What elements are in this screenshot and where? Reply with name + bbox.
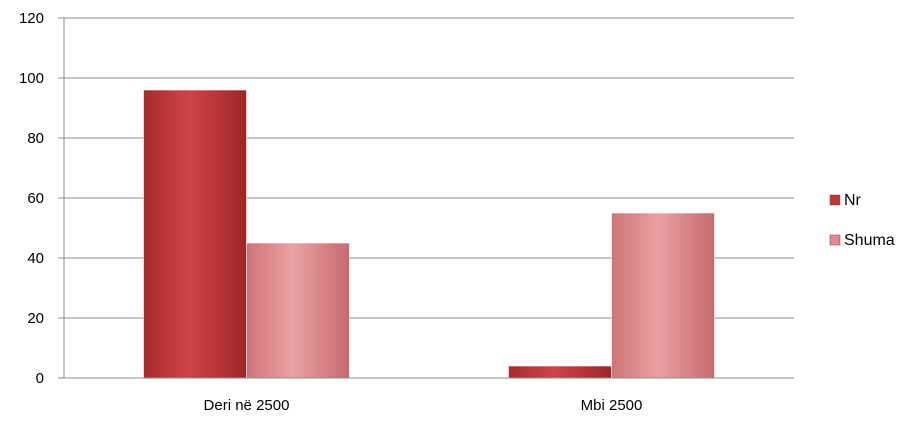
legend-label-shuma: Shuma bbox=[844, 232, 895, 249]
legend: Nr Shuma bbox=[829, 192, 895, 249]
y-tick-label: 40 bbox=[27, 250, 44, 267]
bar-shuma-1 bbox=[611, 212, 715, 379]
y-tick-label: 120 bbox=[19, 10, 44, 27]
bar-nr-1 bbox=[508, 365, 612, 379]
legend-label-nr: Nr bbox=[844, 192, 862, 209]
y-tick-label: 60 bbox=[27, 190, 44, 207]
y-tick-label: 80 bbox=[27, 130, 44, 147]
x-axis: Deri në 2500 Mbi 2500 bbox=[64, 377, 794, 414]
legend-swatch-nr bbox=[829, 194, 841, 206]
bar-nr-0 bbox=[143, 89, 247, 379]
bars bbox=[143, 89, 715, 379]
x-tick-label: Deri në 2500 bbox=[204, 397, 290, 414]
legend-swatch-shuma bbox=[829, 234, 841, 246]
bar-shuma-0 bbox=[246, 242, 350, 379]
y-tick-label: 20 bbox=[27, 310, 44, 327]
y-axis: 0 20 40 60 80 100 120 bbox=[19, 10, 65, 387]
y-tick-label: 0 bbox=[36, 370, 44, 387]
x-tick-label: Mbi 2500 bbox=[581, 397, 643, 414]
y-tick-label: 100 bbox=[19, 70, 44, 87]
